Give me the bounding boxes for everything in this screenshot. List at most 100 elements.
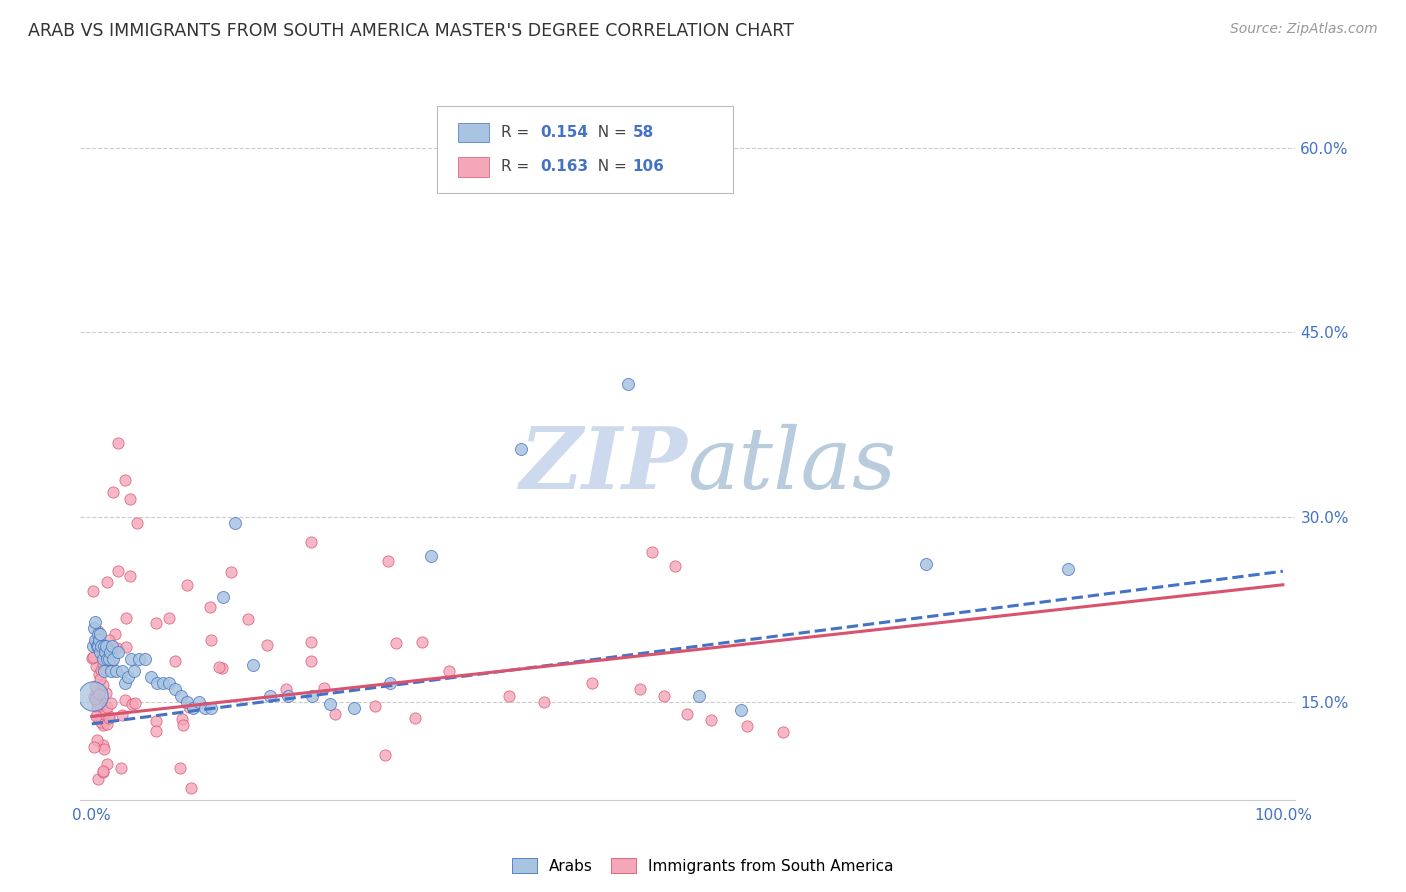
Point <box>170 689 193 703</box>
Point <box>87 640 110 654</box>
Point <box>89 672 111 686</box>
Point <box>86 640 108 654</box>
Point <box>176 695 198 709</box>
Point <box>640 544 662 558</box>
Point <box>93 664 115 678</box>
Point <box>86 695 108 709</box>
Point <box>91 718 114 732</box>
Point <box>107 564 129 578</box>
Point <box>84 709 107 723</box>
Text: 0.163: 0.163 <box>540 160 588 175</box>
Point <box>84 635 107 649</box>
Point <box>664 559 686 574</box>
Point <box>86 700 108 714</box>
Point <box>94 640 117 654</box>
Point <box>100 696 122 710</box>
Point <box>914 557 936 571</box>
Point <box>90 640 112 654</box>
Point <box>212 590 235 604</box>
Point <box>93 706 115 721</box>
Point <box>86 772 108 787</box>
Point <box>127 516 149 531</box>
Point <box>97 708 120 723</box>
Point <box>103 651 125 665</box>
Point <box>200 633 222 648</box>
Point <box>157 676 180 690</box>
Point <box>103 485 125 500</box>
Point <box>90 648 112 662</box>
Point <box>730 703 752 717</box>
Point <box>772 725 794 739</box>
Point <box>498 689 520 703</box>
Text: 0.154: 0.154 <box>540 125 588 140</box>
Point <box>1057 562 1080 576</box>
Point <box>84 691 107 706</box>
Point <box>91 651 114 665</box>
Point <box>617 377 640 392</box>
Point <box>299 534 322 549</box>
Point <box>688 689 710 703</box>
Point <box>117 670 139 684</box>
Point <box>93 639 115 653</box>
Point <box>420 549 443 564</box>
Point <box>91 657 114 671</box>
Point <box>87 627 110 641</box>
Text: atlas: atlas <box>688 424 897 506</box>
Point <box>157 611 180 625</box>
Point <box>110 761 132 775</box>
Point <box>224 516 246 531</box>
Point <box>208 660 231 674</box>
Point <box>96 699 118 714</box>
Point <box>378 676 401 690</box>
Point <box>83 739 105 754</box>
Text: 58: 58 <box>633 125 654 140</box>
Point <box>145 615 167 630</box>
Point <box>177 699 200 714</box>
Point <box>93 640 115 654</box>
Point <box>735 719 758 733</box>
Point <box>238 612 260 626</box>
Point <box>101 654 124 668</box>
Point <box>87 712 110 726</box>
Point <box>700 713 723 727</box>
Point <box>82 689 104 703</box>
Point <box>89 645 111 659</box>
Point <box>90 711 112 725</box>
Point <box>115 611 138 625</box>
Point <box>84 615 107 629</box>
Point <box>114 692 136 706</box>
Point <box>94 686 117 700</box>
Point <box>146 676 169 690</box>
Point <box>124 696 146 710</box>
Point <box>87 633 110 648</box>
Point <box>82 650 104 665</box>
Point <box>277 689 299 703</box>
Point <box>301 689 323 703</box>
Point <box>437 664 460 678</box>
Point <box>84 659 107 673</box>
Point <box>256 639 278 653</box>
Point <box>82 584 104 599</box>
Point <box>86 689 108 703</box>
Point <box>323 706 346 721</box>
Point <box>259 689 281 703</box>
Point <box>118 491 141 506</box>
Point <box>676 706 699 721</box>
Point <box>219 566 242 580</box>
Point <box>90 715 112 730</box>
Point <box>93 742 115 756</box>
Point <box>97 651 120 665</box>
Point <box>121 697 143 711</box>
Point <box>91 764 114 778</box>
Text: ZIP: ZIP <box>519 423 688 507</box>
Point <box>87 666 110 681</box>
Point <box>118 568 141 582</box>
Point <box>114 473 136 487</box>
Point <box>91 764 114 779</box>
Text: R =: R = <box>501 125 534 140</box>
Point <box>87 698 110 712</box>
Point <box>533 695 555 709</box>
Point <box>299 635 322 649</box>
Point <box>89 694 111 708</box>
Text: R =: R = <box>501 160 534 175</box>
